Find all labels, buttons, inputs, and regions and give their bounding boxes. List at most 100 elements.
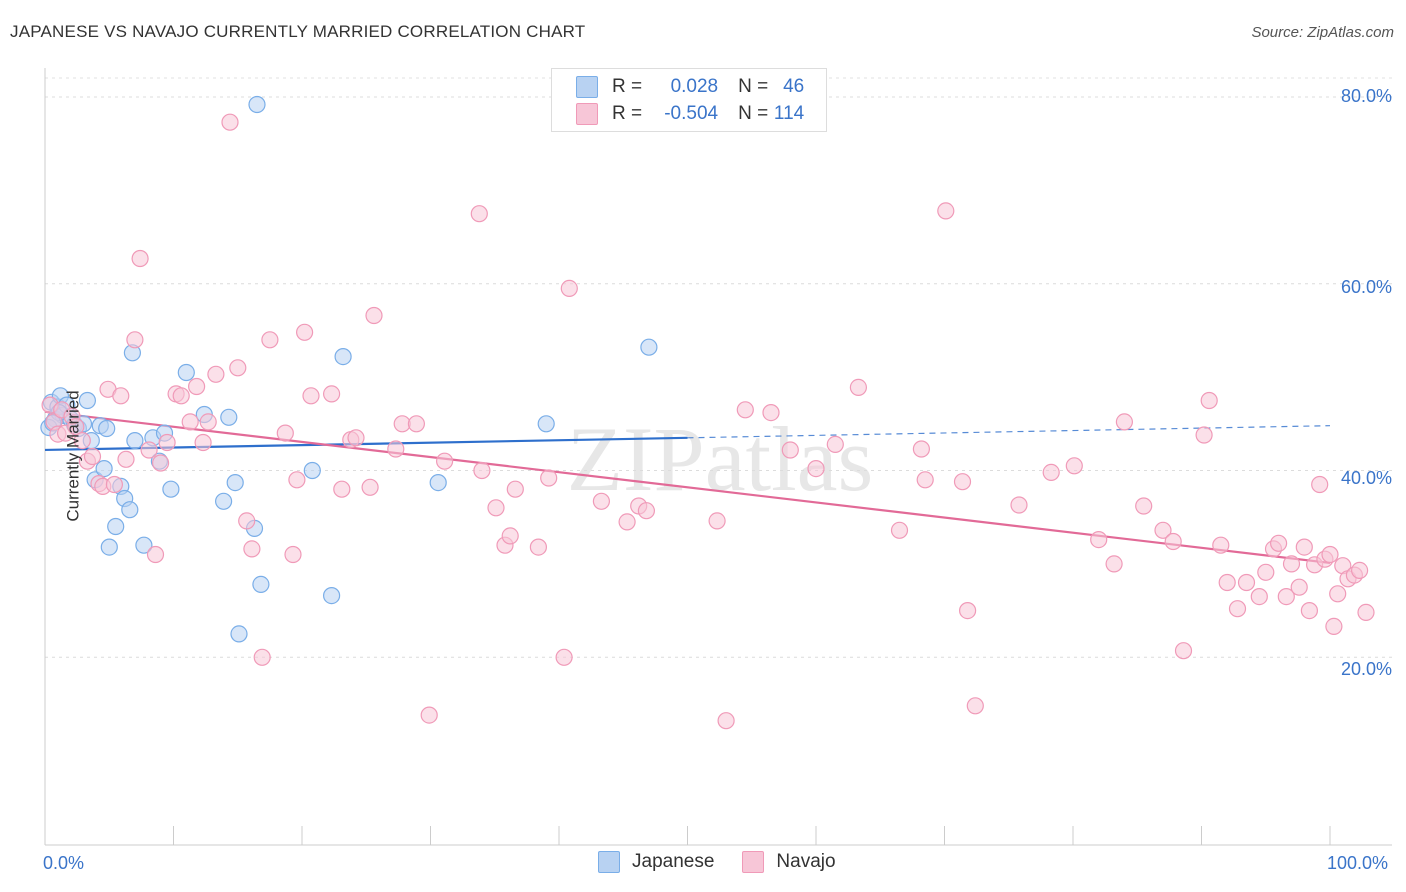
navajo-point bbox=[717, 712, 735, 730]
navajo-point bbox=[937, 202, 955, 220]
navajo-point bbox=[1010, 496, 1028, 514]
navajo-point bbox=[296, 323, 314, 341]
navajo-point bbox=[1357, 603, 1375, 622]
navajo-point bbox=[436, 452, 454, 470]
navajo-point bbox=[762, 404, 780, 422]
navajo-point bbox=[73, 432, 91, 450]
navajo-point bbox=[807, 460, 825, 478]
navajo-point bbox=[238, 512, 256, 530]
navajo-point bbox=[67, 418, 85, 436]
navajo-point bbox=[473, 461, 491, 480]
navajo-point bbox=[1269, 534, 1288, 552]
japanese-point bbox=[215, 492, 233, 510]
japanese-point bbox=[248, 95, 266, 114]
navajo-point bbox=[560, 279, 578, 297]
navajo-point bbox=[420, 706, 438, 724]
legend-item-navajo: Navajo bbox=[742, 851, 836, 873]
japanese-point bbox=[252, 575, 270, 594]
navajo-point bbox=[1321, 545, 1339, 564]
navajo-point bbox=[1218, 573, 1236, 592]
r-label: R = bbox=[612, 103, 643, 124]
navajo-point bbox=[288, 471, 306, 489]
r-label: R = bbox=[612, 76, 643, 97]
navajo-point bbox=[506, 480, 524, 498]
japanese-point bbox=[226, 474, 244, 492]
japanese-legend-swatch bbox=[598, 851, 620, 873]
navajo-point bbox=[781, 441, 799, 459]
gridlines bbox=[45, 77, 1392, 658]
legend-row-japanese: R = 0.028 N = 46 bbox=[576, 75, 804, 99]
axes bbox=[44, 68, 1392, 846]
japanese-point bbox=[121, 501, 139, 519]
navajo-point bbox=[243, 540, 261, 558]
navajo-point bbox=[229, 359, 247, 377]
navajo-point bbox=[361, 478, 379, 496]
japanese-point bbox=[100, 538, 118, 556]
navajo-point bbox=[1277, 587, 1295, 606]
navajo-point bbox=[1325, 617, 1343, 636]
japanese-point bbox=[640, 338, 658, 356]
navajo-points bbox=[41, 113, 1375, 730]
navajo-point bbox=[333, 480, 351, 498]
japanese-legend-label: Japanese bbox=[632, 851, 715, 872]
japanese-point bbox=[126, 432, 144, 450]
y-tick-label-80: 80.0% bbox=[1340, 86, 1392, 106]
legend-item-japanese: Japanese bbox=[598, 851, 714, 873]
navajo-point bbox=[618, 513, 636, 531]
navajo-point bbox=[1300, 601, 1319, 620]
navajo-point bbox=[347, 429, 365, 447]
navajo-point bbox=[188, 377, 206, 396]
navajo-point bbox=[1135, 497, 1153, 515]
navajo-point bbox=[1065, 457, 1083, 475]
navajo-point bbox=[1174, 642, 1193, 660]
navajo-point bbox=[172, 387, 190, 405]
navajo-point bbox=[912, 440, 931, 458]
navajo-point bbox=[1329, 585, 1347, 603]
japanese-point bbox=[323, 586, 341, 605]
navajo-point bbox=[637, 502, 656, 520]
navajo-point bbox=[529, 538, 548, 556]
navajo-point bbox=[1154, 521, 1172, 539]
japanese-points bbox=[40, 95, 658, 643]
navajo-point bbox=[501, 527, 519, 545]
chart-source: Source: ZipAtlas.com bbox=[1251, 24, 1394, 41]
x-tick-label-min: 0.0% bbox=[43, 853, 85, 873]
navajo-point bbox=[487, 499, 505, 517]
japanese-point bbox=[537, 415, 555, 433]
japanese-point bbox=[162, 480, 180, 498]
navajo-point bbox=[126, 331, 144, 349]
japanese-point bbox=[230, 625, 248, 643]
navajo-point bbox=[1195, 426, 1213, 444]
navajo-point bbox=[302, 387, 320, 405]
navajo-point bbox=[112, 387, 130, 405]
stats-legend: R = 0.028 N = 46 R = -0.504 N = 114 bbox=[551, 68, 827, 132]
japanese-swatch bbox=[576, 76, 598, 98]
navajo-point bbox=[1042, 463, 1060, 481]
navajo-point bbox=[146, 545, 165, 564]
japanese-point bbox=[429, 474, 447, 492]
navajo-point bbox=[1105, 555, 1123, 573]
navajo-point bbox=[1257, 563, 1275, 581]
navajo-point bbox=[181, 413, 199, 431]
navajo-point bbox=[1237, 573, 1256, 592]
watermark: ZIPatlas bbox=[567, 408, 874, 510]
japanese-point bbox=[98, 419, 116, 438]
navajo-trend-line bbox=[44, 410, 1331, 565]
japanese-point bbox=[303, 461, 321, 480]
navajo-point bbox=[221, 113, 239, 131]
y-axis-label: Currently Married bbox=[63, 390, 83, 522]
navajo-point bbox=[1090, 530, 1108, 549]
n-label: N = bbox=[738, 103, 769, 124]
navajo-point bbox=[253, 648, 271, 666]
navajo-point bbox=[1164, 532, 1182, 551]
navajo-point bbox=[708, 512, 726, 530]
navajo-point bbox=[140, 441, 158, 459]
legend-row-navajo: R = -0.504 N = 114 bbox=[576, 102, 804, 126]
navajo-legend-label: Navajo bbox=[776, 851, 836, 872]
japanese-point bbox=[107, 517, 125, 536]
navajo-point bbox=[284, 545, 302, 564]
y-tick-label-60: 60.0% bbox=[1340, 277, 1392, 297]
japanese-trend-extension bbox=[687, 425, 1331, 439]
chart-title: JAPANESE VS NAVAJO CURRENTLY MARRIED COR… bbox=[10, 22, 586, 41]
navajo-point bbox=[365, 306, 383, 325]
